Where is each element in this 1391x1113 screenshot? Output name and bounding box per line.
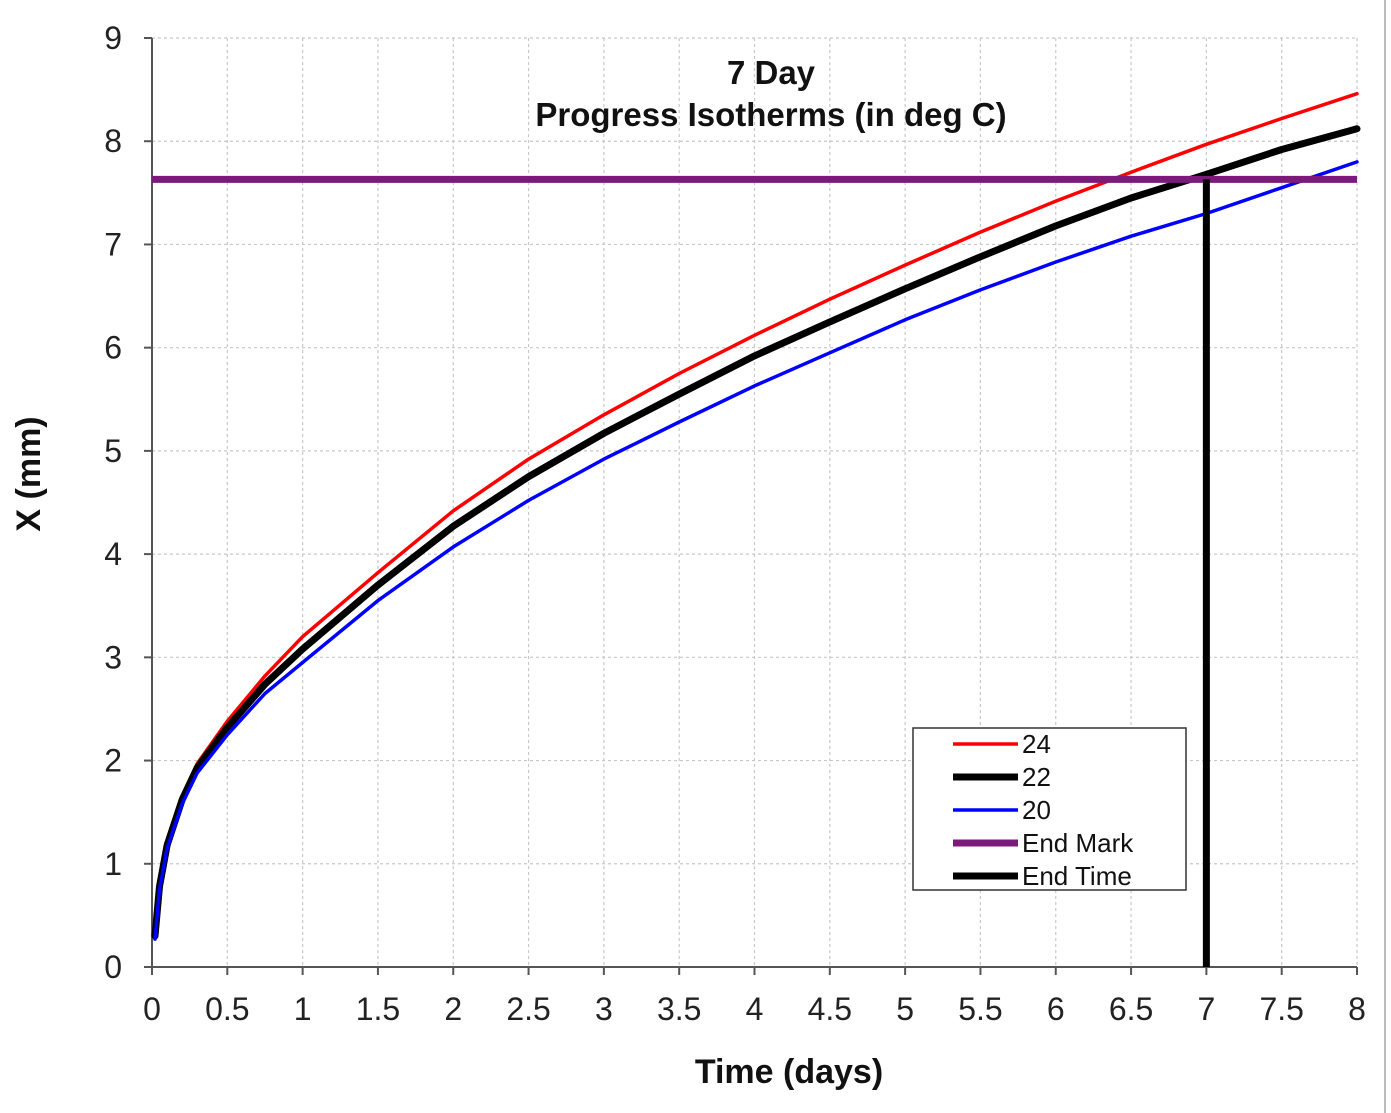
chart-title-line-1: 7 Day [727,54,816,91]
x-tick-label: 6 [1047,991,1065,1027]
x-tick-label: 2.5 [506,991,550,1027]
x-tick-label: 7 [1197,991,1215,1027]
series-line-22 [151,125,1361,940]
tick-labels: 0 0.5 1 1.5 2 2.5 3 3.5 4 4.5 5 5.5 6 6.5 7 7.5 8 0 1 2 3 4 5 6… [104,20,1366,1027]
legend-label: End Mark [1022,828,1134,858]
x-tick-label: 2 [444,991,462,1027]
series-layer [151,91,1361,967]
legend-label: 24 [1022,729,1051,759]
y-tick-label: 7 [104,226,122,262]
x-tick-label: 6.5 [1109,991,1153,1027]
x-tick-label: 0 [143,991,161,1027]
y-tick-label: 5 [104,433,122,469]
legend-label: End Time [1022,861,1132,891]
x-tick-label: 4 [746,991,764,1027]
x-tick-label: 3 [595,991,613,1027]
x-tick-label: 1.5 [356,991,400,1027]
x-tick-label: 5 [896,991,914,1027]
x-tick-label: 1 [294,991,312,1027]
x-tick-label: 3.5 [657,991,701,1027]
y-axis-title: X (mm) [10,416,48,531]
y-tick-label: 2 [104,743,122,779]
chart-title-line-2: Progress Isotherms (in deg C) [535,96,1006,133]
series-line-20 [153,160,1359,941]
y-tick-label: 3 [104,639,122,675]
x-tick-label: 5.5 [958,991,1002,1027]
y-tick-label: 1 [104,846,122,882]
legend-label: 22 [1022,762,1051,792]
x-tick-label: 8 [1348,991,1366,1027]
y-tick-label: 6 [104,330,122,366]
y-tick-label: 9 [104,20,122,56]
y-tick-label: 4 [104,536,122,572]
y-tick-label: 0 [104,949,122,985]
legend-label: 20 [1022,795,1051,825]
y-tick-label: 8 [104,123,122,159]
x-axis-title: Time (days) [695,1053,883,1091]
x-tick-label: 7.5 [1259,991,1303,1027]
x-tick-label: 0.5 [205,991,249,1027]
x-tick-label: 4.5 [808,991,852,1027]
axes [144,37,1358,975]
